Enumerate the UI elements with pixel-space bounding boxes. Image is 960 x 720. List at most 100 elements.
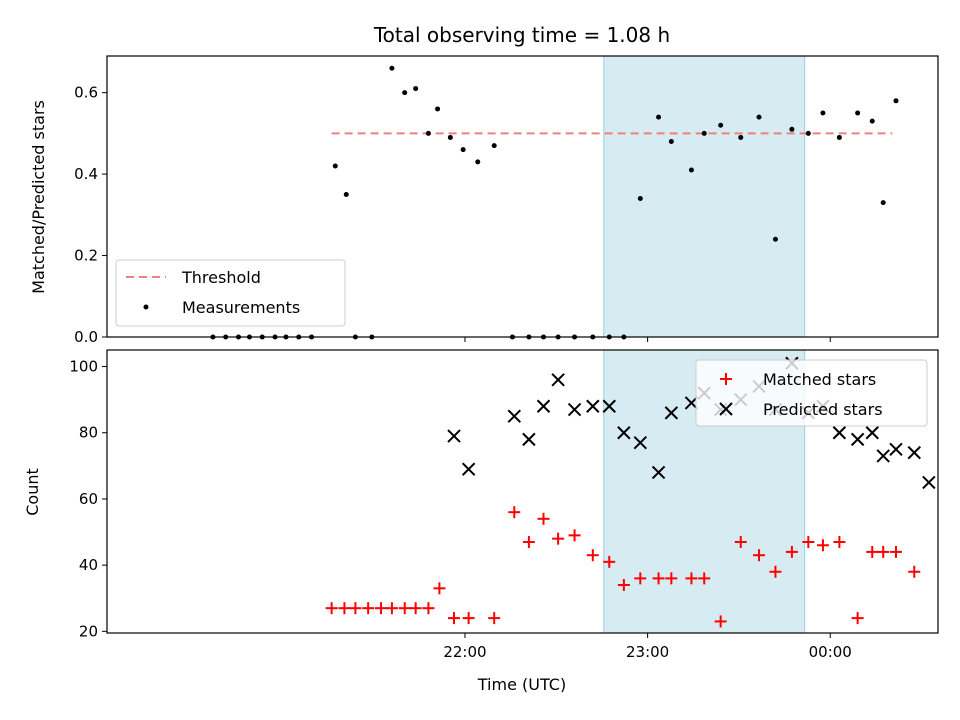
top-y-tick-label: 0.2 <box>74 247 98 265</box>
matched-star-point <box>586 549 599 562</box>
x-tick-label: 23:00 <box>626 643 669 661</box>
bottom-y-tick-label: 20 <box>79 622 98 640</box>
predicted-star-point <box>876 449 890 463</box>
matched-star-point <box>866 545 879 558</box>
measurement-point <box>772 236 778 242</box>
predicted-star-stroke-b <box>536 399 551 413</box>
predicted-star-point <box>567 402 582 417</box>
measurement-point <box>668 139 674 145</box>
bottom-y-tick-label: 100 <box>69 358 98 376</box>
legend-predicted-label: Predicted stars <box>763 400 883 419</box>
measurement-point <box>402 90 408 96</box>
measurement-point <box>332 163 338 169</box>
matched-star-point <box>698 572 711 585</box>
predicted-star-stroke-b <box>567 402 582 417</box>
matched-star-point <box>617 579 630 592</box>
top-y-tick-label: 0.0 <box>74 328 98 346</box>
measurement-point <box>738 134 744 140</box>
matched-star-point <box>338 602 351 615</box>
top-y-tick-label: 0.4 <box>74 165 98 183</box>
legend-measurements-label: Measurements <box>182 298 300 317</box>
matched-star-point <box>734 535 747 548</box>
predicted-star-stroke-b <box>651 465 666 480</box>
measurement-point <box>869 118 875 124</box>
top-y-ticks: 0.0 0.2 0.4 0.6 <box>74 84 107 346</box>
predicted-star-stroke-b <box>551 373 565 387</box>
matched-star-point <box>785 545 798 558</box>
matched-star-point <box>908 565 921 578</box>
predicted-star-stroke-b <box>617 426 631 440</box>
predicted-star-stroke-b <box>586 399 600 413</box>
matched-star-point <box>877 545 890 558</box>
bottom-legend: Matched stars Predicted stars <box>695 359 928 427</box>
measurement-point <box>880 200 886 206</box>
predicted-star-point <box>832 426 847 440</box>
chart-title: Total observing time = 1.08 h <box>373 23 670 47</box>
bottom-y-tick-label: 80 <box>79 424 98 442</box>
legend-threshold-label: Threshold <box>181 268 261 287</box>
matched-star-point <box>652 572 665 585</box>
predicted-star-stroke-b <box>461 462 476 476</box>
measurement-point <box>756 114 762 120</box>
bottom-y-axis-label: Count <box>23 468 42 516</box>
measurement-point <box>435 106 441 112</box>
predicted-star-stroke-b <box>865 426 879 440</box>
matched-star-point <box>374 602 387 615</box>
predicted-star-point <box>907 445 921 460</box>
predicted-star-point <box>617 426 631 440</box>
matched-star-point <box>769 565 782 578</box>
top-x-ticks <box>464 337 831 342</box>
measurement-point <box>820 110 826 116</box>
measurement-point <box>836 134 842 140</box>
measurement-point <box>855 110 861 116</box>
bottom-y-ticks: 20 40 60 80 100 <box>69 358 107 640</box>
measurement-point <box>389 65 395 71</box>
matched-star-point <box>349 602 362 615</box>
x-tick-label: 22:00 <box>443 643 486 661</box>
predicted-star-stroke-b <box>922 475 936 490</box>
matched-star-point <box>433 582 446 595</box>
matched-star-point <box>816 539 829 552</box>
bottom-y-tick-label: 40 <box>79 556 98 574</box>
matched-star-point <box>385 602 398 615</box>
predicted-star-point <box>507 409 521 423</box>
predicted-star-point <box>889 442 903 457</box>
predicted-star-stroke-b <box>447 429 461 443</box>
measurement-point <box>460 147 466 153</box>
matched-star-point <box>508 506 521 519</box>
top-y-tick-label: 0.6 <box>74 84 98 102</box>
measurement-point <box>637 196 643 202</box>
matched-star-point <box>488 612 501 625</box>
matched-star-point <box>851 612 864 625</box>
top-legend-box <box>115 259 346 327</box>
predicted-star-point <box>551 373 565 387</box>
matched-star-point <box>448 612 461 625</box>
top-axes-frame <box>106 55 939 338</box>
predicted-star-point <box>536 399 551 413</box>
top-panel: 0.0 0.2 0.4 0.6 Total observing time = 1.08… <box>29 23 939 346</box>
predicted-star-point <box>602 399 616 413</box>
matched-star-point <box>665 572 678 585</box>
measurement-point <box>789 126 795 132</box>
matched-star-point <box>362 602 375 615</box>
measurement-point <box>718 122 724 128</box>
predicted-star-stroke-b <box>850 432 865 447</box>
matched-star-point <box>603 555 616 568</box>
matched-star-point <box>462 612 475 625</box>
predicted-star-stroke-b <box>664 406 679 420</box>
measurement-point <box>893 98 899 104</box>
predicted-star-point <box>447 429 461 443</box>
x-tick-label: 00:00 <box>809 643 852 661</box>
matched-star-point <box>522 535 535 548</box>
measurement-point <box>805 130 811 136</box>
matched-star-point <box>833 535 846 548</box>
matched-star-point <box>325 602 338 615</box>
predicted-star-point <box>651 465 666 480</box>
matched-stars-points <box>325 506 921 628</box>
predicted-star-point <box>684 396 699 410</box>
matched-star-point <box>889 545 902 558</box>
bottom-y-tick-label: 60 <box>79 490 98 508</box>
predicted-star-stroke-b <box>832 426 847 440</box>
